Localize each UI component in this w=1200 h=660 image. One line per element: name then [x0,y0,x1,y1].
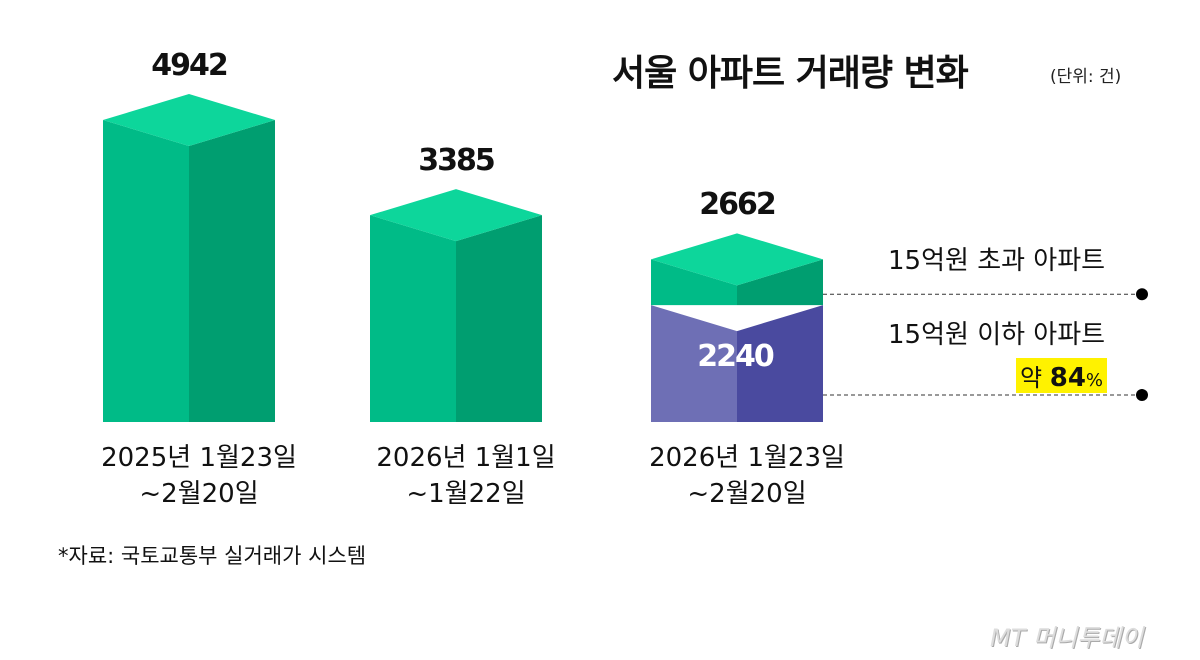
chart-title: 서울 아파트 거래량 변화 [612,53,969,94]
bar-1-left-face [370,215,456,422]
leader-dot-over [1136,288,1148,301]
bar-1-right-face [456,215,542,422]
leader-dot-under [1136,389,1148,401]
share-value: 84 [1049,363,1086,393]
x-tick-label-0: 2025년 1월23일 ~2월20일 [101,440,297,512]
share-unit: % [1085,370,1104,391]
share-highlight: 약 84% [1016,358,1108,393]
bar-0-top-face [103,94,275,146]
bar-2-over-15-left-face [651,259,737,306]
source-note: *자료: 국토교통부 실거래가 시스템 [58,544,367,568]
x-tick-line: ~2월20일 [139,479,259,509]
x-tick-line: 2025년 1월23일 [101,443,297,473]
bar-2-under-15-left-face [651,305,737,422]
x-tick-line: ~2월20일 [687,479,807,509]
bar-2-under-15-right-face [737,305,823,422]
logo: MT 머니투데이 [990,624,1144,652]
value-label-under-15: 2240 [697,339,774,375]
x-tick-label-1: 2026년 1월1일 ~1월22일 [376,440,555,512]
x-tick-label-2: 2026년 1월23일 ~2월20일 [649,440,845,512]
value-label-1: 3385 [418,143,495,179]
bar-0-right-face [189,120,275,422]
value-label-0: 4942 [151,48,228,83]
legend-over-15: 15억원 초과 아파트 [888,246,1106,276]
value-label-2: 2662 [699,187,776,223]
x-tick-line: ~1월22일 [406,479,526,509]
x-tick-line: 2026년 1월23일 [649,443,845,473]
bar-1-top-face [370,189,542,242]
bar-0-left-face [103,120,189,422]
bar-2-over-15-right-face [737,259,823,306]
unit-label: (단위: 건) [1050,67,1122,87]
bar-2-top-face [651,233,823,286]
legend-under-15: 15억원 이하 아파트 [888,320,1106,350]
x-tick-line: 2026년 1월1일 [376,443,556,473]
share-prefix: 약 [1020,364,1043,392]
